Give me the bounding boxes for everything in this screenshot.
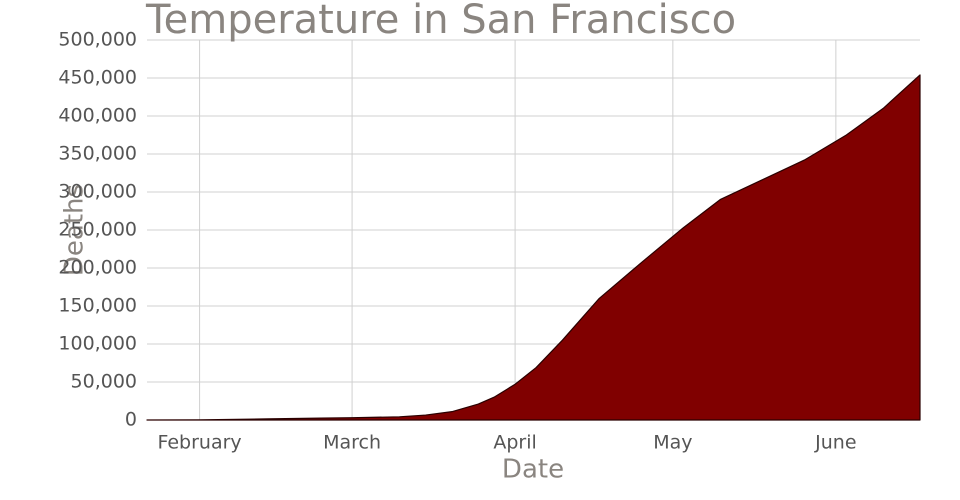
y-tick-label: 200,000 (58, 257, 137, 279)
x-tick-label: May (653, 432, 692, 454)
y-tick-label: 100,000 (58, 333, 137, 355)
chart-title: Temperature in San Francisco (145, 0, 736, 43)
y-tick-label: 150,000 (58, 295, 137, 317)
grid-layer (147, 39, 920, 421)
y-tick-label: 300,000 (58, 181, 137, 203)
x-axis-label: Date (502, 455, 564, 485)
x-tick-label: April (493, 432, 536, 454)
y-tick-label: 350,000 (58, 143, 137, 165)
y-tick-label: 400,000 (58, 105, 137, 127)
y-tick-label: 250,000 (58, 219, 137, 241)
x-tick-label: March (323, 432, 381, 454)
x-tick-label: June (814, 432, 856, 454)
y-tick-label: 500,000 (58, 29, 137, 51)
area (146, 74, 921, 421)
x-tick-label: February (157, 432, 241, 454)
y-tick-label: 0 (125, 409, 137, 431)
y-axis-label: Deaths (60, 184, 90, 276)
y-tick-label: 50,000 (71, 371, 137, 393)
y-tick-label: 450,000 (58, 67, 137, 89)
